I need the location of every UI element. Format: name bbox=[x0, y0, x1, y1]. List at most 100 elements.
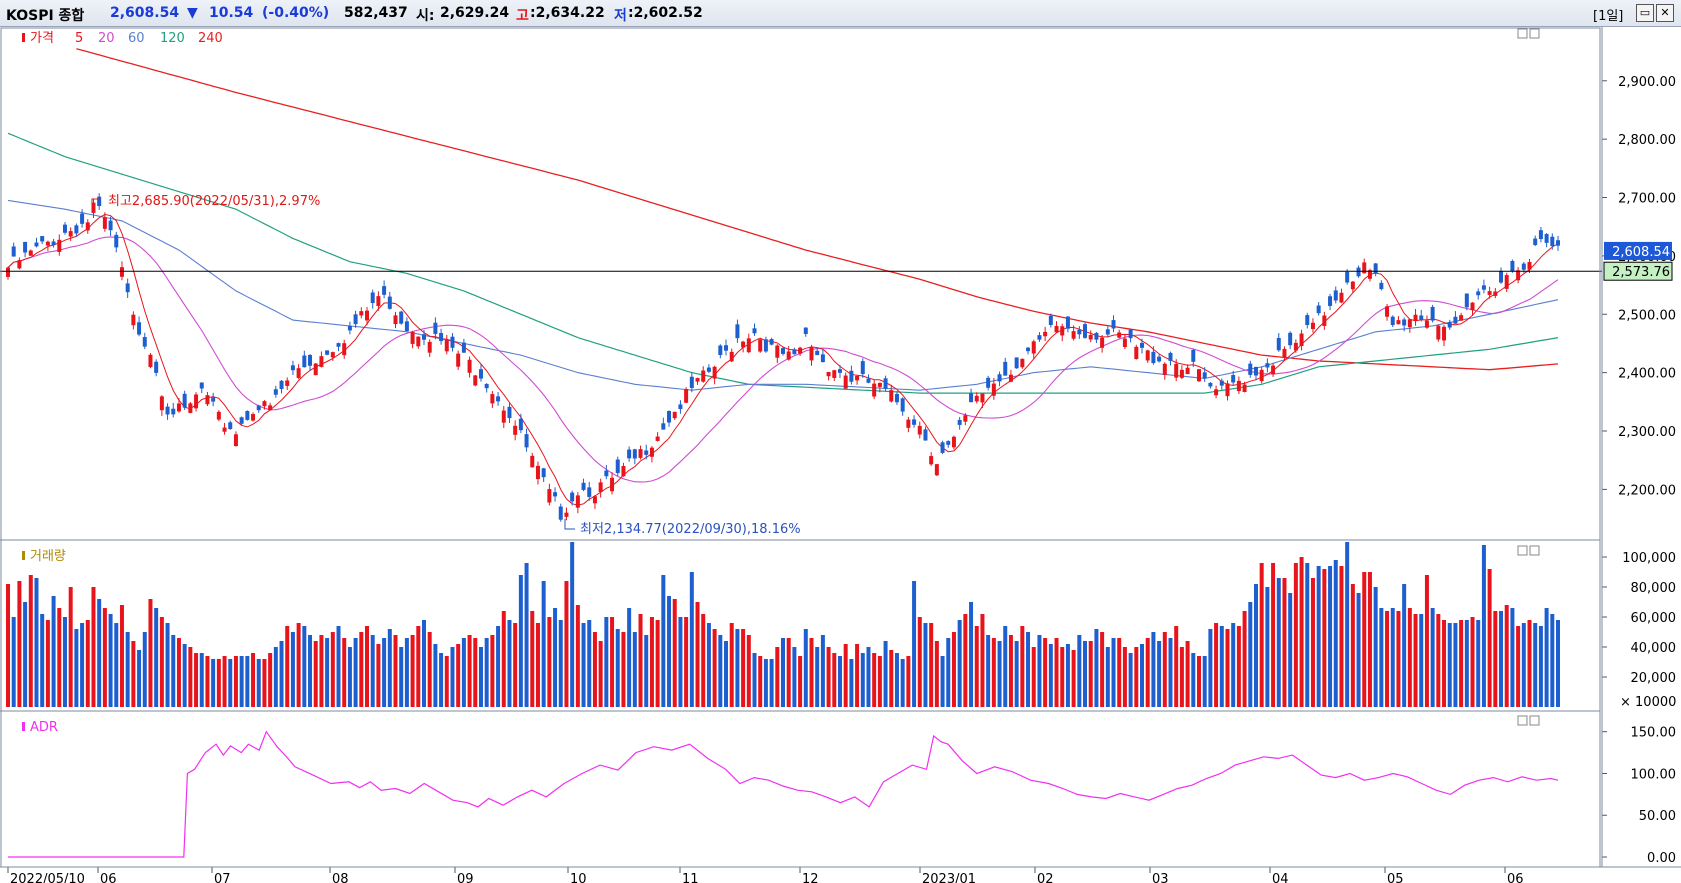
volume-bar bbox=[530, 611, 535, 707]
volume-bar bbox=[290, 632, 295, 707]
volume-bar bbox=[951, 632, 956, 707]
volume-bar bbox=[205, 656, 210, 707]
candle-body bbox=[45, 241, 50, 246]
candle-body bbox=[1328, 296, 1333, 306]
x-tick-label: 06 bbox=[1507, 872, 1524, 883]
candle-body bbox=[746, 338, 751, 353]
volume-bar bbox=[1219, 626, 1224, 707]
volume-bar bbox=[644, 635, 649, 707]
candle-body bbox=[860, 361, 865, 374]
candle-body bbox=[598, 482, 603, 492]
volume-bar bbox=[701, 614, 706, 707]
candle-body bbox=[513, 425, 518, 435]
volume-bar bbox=[1430, 608, 1435, 707]
candle-body bbox=[1424, 320, 1429, 328]
change-arrow-icon: ▼ bbox=[187, 5, 198, 21]
period-selector[interactable]: [1일] bbox=[1593, 9, 1624, 24]
panel-close-button[interactable] bbox=[1529, 28, 1540, 39]
volume-bar bbox=[416, 626, 421, 707]
volume-bar bbox=[592, 632, 597, 707]
volume-bar bbox=[781, 638, 785, 707]
volume-bar bbox=[1459, 620, 1464, 707]
candle-body bbox=[1008, 374, 1013, 382]
candle-body bbox=[1179, 369, 1184, 378]
candle-body bbox=[917, 425, 922, 435]
change-percent: (-0.40%) bbox=[262, 5, 330, 21]
panel-close-button[interactable] bbox=[1529, 545, 1540, 556]
candle-body bbox=[627, 449, 632, 459]
volume-bar bbox=[1117, 638, 1122, 707]
candle-body bbox=[228, 422, 233, 430]
candle-body bbox=[1516, 270, 1521, 281]
candle-body bbox=[142, 337, 147, 347]
candle-body bbox=[786, 351, 791, 360]
volume-bar bbox=[872, 653, 877, 707]
volume-bar bbox=[216, 659, 221, 707]
x-tick-label: 11 bbox=[682, 872, 699, 883]
candle-body bbox=[969, 393, 974, 403]
volume-bar bbox=[1424, 575, 1429, 707]
candle-body bbox=[1373, 263, 1378, 274]
volume-bar bbox=[695, 602, 700, 707]
candle-body bbox=[1544, 234, 1549, 243]
volume-panel: 100,000 80,000 60,000 40,000 20,000 bbox=[6, 542, 1676, 707]
candle-body bbox=[1447, 322, 1452, 328]
volume-bar bbox=[1077, 635, 1082, 707]
restore-window-button[interactable]: ▭ bbox=[1636, 4, 1654, 22]
x-tick-label: 07 bbox=[214, 872, 231, 883]
candle-body bbox=[963, 415, 968, 422]
candle-body bbox=[40, 236, 45, 242]
panel-minimize-button[interactable] bbox=[1517, 545, 1528, 556]
volume-bar bbox=[917, 617, 922, 707]
candle-body bbox=[1362, 262, 1367, 274]
candle-body bbox=[826, 371, 831, 377]
volume-bar bbox=[142, 632, 147, 707]
candle-body bbox=[1407, 319, 1412, 328]
price-tick-label: 2,400.00 bbox=[1618, 367, 1676, 382]
panel-minimize-button[interactable] bbox=[1517, 715, 1528, 726]
panel-close-button[interactable] bbox=[1529, 715, 1540, 726]
candle-body bbox=[1094, 332, 1099, 340]
candle-body bbox=[769, 339, 774, 345]
candle-body bbox=[194, 394, 199, 409]
volume-bar bbox=[182, 644, 187, 707]
volume-bar bbox=[1054, 638, 1059, 707]
candle-body bbox=[256, 405, 261, 411]
volume-bar bbox=[849, 659, 854, 707]
volume-bar bbox=[763, 659, 768, 707]
adr-tick-label: 150.00 bbox=[1631, 726, 1677, 741]
candle-body bbox=[1020, 358, 1025, 368]
legend-swatch bbox=[22, 33, 25, 42]
close-window-button[interactable]: ✕ bbox=[1656, 4, 1674, 22]
candle-body bbox=[798, 347, 803, 354]
candle-body bbox=[433, 322, 438, 334]
volume-bar bbox=[655, 620, 660, 707]
candle-body bbox=[724, 345, 729, 351]
volume-bar bbox=[148, 599, 153, 707]
candle-body bbox=[775, 345, 780, 358]
candle-body bbox=[1219, 380, 1224, 386]
volume-bar bbox=[598, 641, 603, 707]
volume-bar bbox=[877, 656, 882, 707]
volume-bar bbox=[615, 629, 620, 707]
candle-body bbox=[1071, 331, 1076, 339]
title-bar: KOSPI 종합 2,608.54 ▼ 10.54 (-0.40%) 582,4… bbox=[0, 0, 1681, 27]
volume-bar bbox=[1151, 632, 1156, 707]
volume-bar bbox=[803, 629, 808, 707]
volume-bar bbox=[28, 575, 33, 707]
volume-bar bbox=[661, 575, 666, 707]
candle-body bbox=[1533, 238, 1538, 246]
panel-minimize-button[interactable] bbox=[1517, 28, 1528, 39]
candle-body bbox=[1442, 326, 1447, 341]
volume-legend: 거래량 bbox=[30, 549, 66, 564]
open-label: 시: bbox=[416, 8, 435, 24]
volume-bar bbox=[444, 656, 449, 707]
candle-body bbox=[929, 456, 934, 465]
candle-body bbox=[80, 213, 85, 224]
x-tick-label: 2022/05/10 bbox=[10, 872, 85, 883]
candle-body bbox=[1470, 302, 1475, 311]
ma120-legend: 120 bbox=[160, 31, 185, 46]
ma5-legend: 5 bbox=[75, 31, 83, 46]
candle-body bbox=[621, 466, 626, 477]
stock-chart[interactable]: 2,900.002,800.002,700.002,600.002,500.00… bbox=[0, 27, 1681, 883]
